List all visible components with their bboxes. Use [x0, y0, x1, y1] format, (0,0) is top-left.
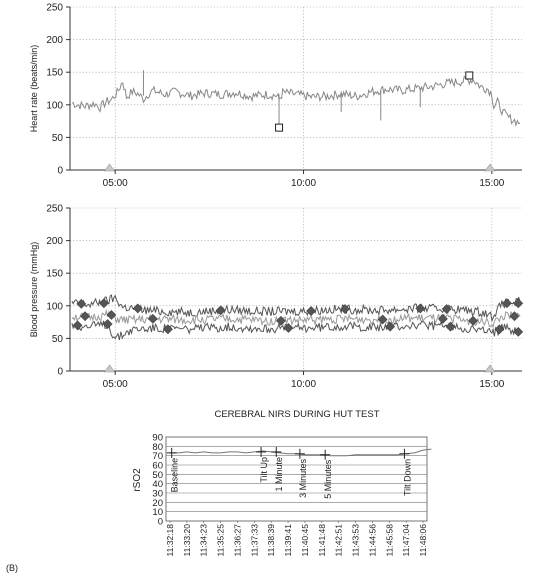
- event-triangle-marker: [484, 364, 496, 373]
- event-label: Baseline: [170, 458, 180, 493]
- series-line: [71, 75, 521, 127]
- diamond-marker: [415, 303, 426, 314]
- y-tick-label: 50: [152, 470, 163, 481]
- diamond-marker: [72, 320, 83, 331]
- x-tick-label: 05:00: [103, 379, 128, 390]
- diamond-marker: [494, 324, 505, 335]
- y-axis-label: Blood pressure (mmHg): [29, 242, 39, 338]
- event-triangle-marker: [103, 364, 116, 373]
- event-label: 3 Minutes: [298, 458, 308, 498]
- x-tick-label: 11:33:20: [182, 524, 192, 557]
- x-tick-label: 11:34:23: [199, 524, 209, 557]
- y-tick-label: 250: [46, 3, 63, 14]
- chart-title: CEREBRAL NIRS DURING HUT TEST: [214, 409, 379, 420]
- event-label: 5 Minutes: [323, 459, 333, 499]
- diamond-marker: [340, 304, 350, 314]
- x-tick-label: 15:00: [479, 379, 504, 390]
- diamond-marker: [306, 306, 316, 316]
- diamond-marker: [437, 313, 448, 324]
- x-tick-label: 11:32:18: [165, 524, 175, 557]
- diamond-marker: [385, 321, 396, 332]
- diamond-marker: [147, 313, 158, 324]
- y-tick-label: 20: [152, 498, 163, 509]
- y-axis-label: rSO2: [132, 468, 143, 492]
- x-tick-label: 11:47:04: [401, 524, 411, 557]
- plot-area: [165, 436, 428, 522]
- x-tick-label: 11:42:51: [334, 524, 344, 557]
- diamond-marker: [163, 324, 173, 335]
- diamond-marker: [276, 315, 286, 326]
- x-tick-label: 11:38:39: [266, 524, 276, 557]
- event-label: Tilt Up: [259, 457, 269, 483]
- y-tick-label: 70: [152, 451, 163, 462]
- diamond-marker: [513, 326, 524, 337]
- x-tick-label: 10:00: [291, 379, 316, 390]
- diamond-marker: [102, 319, 113, 329]
- x-tick-label: 11:45:58: [384, 524, 394, 557]
- y-tick-label: 200: [46, 236, 63, 247]
- y-tick-label: 40: [152, 479, 163, 490]
- x-tick-label: 11:35:25: [216, 524, 226, 557]
- heart-rate-chart: 0 50 100 150 200 250 05:00 10:00 15:00 Heart rate…: [29, 3, 522, 189]
- x-tick-label: 11:43:53: [351, 524, 361, 557]
- square-marker: [465, 71, 474, 80]
- y-tick-label: 30: [152, 489, 163, 500]
- diamond-marker: [445, 321, 456, 332]
- x-tick-label: 11:37:33: [249, 524, 259, 557]
- diamond-marker: [76, 298, 87, 309]
- y-tick-label: 250: [46, 204, 63, 215]
- panel-label: (B): [6, 563, 18, 573]
- y-tick-label: 0: [57, 367, 63, 378]
- diamond-marker: [377, 314, 388, 325]
- diamond-marker: [98, 298, 109, 309]
- event-triangle-marker: [103, 163, 116, 172]
- y-tick-label: 90: [152, 433, 163, 444]
- y-tick-label: 100: [46, 301, 63, 312]
- y-tick-label: 10: [152, 507, 163, 518]
- y-tick-label: 150: [46, 68, 63, 79]
- x-tick-label: 11:40:45: [300, 524, 310, 557]
- diamond-marker: [502, 298, 512, 309]
- event-label: Tilt Down: [402, 459, 412, 496]
- x-tick-label: 10:00: [291, 178, 316, 189]
- y-tick-label: 60: [152, 461, 163, 472]
- series-line: [71, 320, 521, 341]
- diamond-marker: [132, 303, 143, 314]
- x-tick-label: 15:00: [479, 178, 504, 189]
- y-axis-label: Heart rate (beats/min): [29, 45, 39, 133]
- x-tick-label: 11:48:06: [418, 524, 428, 557]
- diamond-marker: [80, 311, 90, 322]
- square-marker: [275, 123, 284, 132]
- x-tick-label: 11:41:48: [317, 524, 327, 557]
- x-tick-label: 05:00: [103, 178, 128, 189]
- diamond-marker: [509, 311, 520, 322]
- y-tick-label: 150: [46, 269, 63, 280]
- x-tick-label: 11:44:56: [367, 524, 377, 557]
- y-tick-label: 0: [158, 517, 163, 528]
- event-triangle-marker: [484, 163, 496, 172]
- event-label: 1 Minute: [274, 457, 284, 492]
- y-tick-label: 200: [46, 35, 63, 46]
- y-tick-label: 50: [52, 133, 64, 144]
- y-tick-label: 100: [46, 100, 63, 111]
- y-tick-label: 80: [152, 442, 163, 453]
- cerebral-nirs-chart: CEREBRAL NIRS DURING HUT TEST 01020304050…: [132, 409, 432, 557]
- diamond-marker: [513, 298, 524, 309]
- x-tick-label: 11:39:41: [283, 524, 293, 557]
- x-tick-label: 11:36:27: [232, 524, 242, 557]
- diamond-marker: [106, 310, 117, 320]
- blood-pressure-chart: 0 50 100 150 200 250 05:00 10:00 15:00 Blood pres…: [29, 204, 524, 390]
- diamond-marker: [468, 315, 478, 326]
- diamond-marker: [215, 305, 226, 316]
- diamond-marker: [441, 304, 452, 314]
- diamond-marker: [283, 323, 294, 333]
- y-tick-label: 0: [57, 166, 63, 177]
- y-tick-label: 50: [52, 334, 64, 345]
